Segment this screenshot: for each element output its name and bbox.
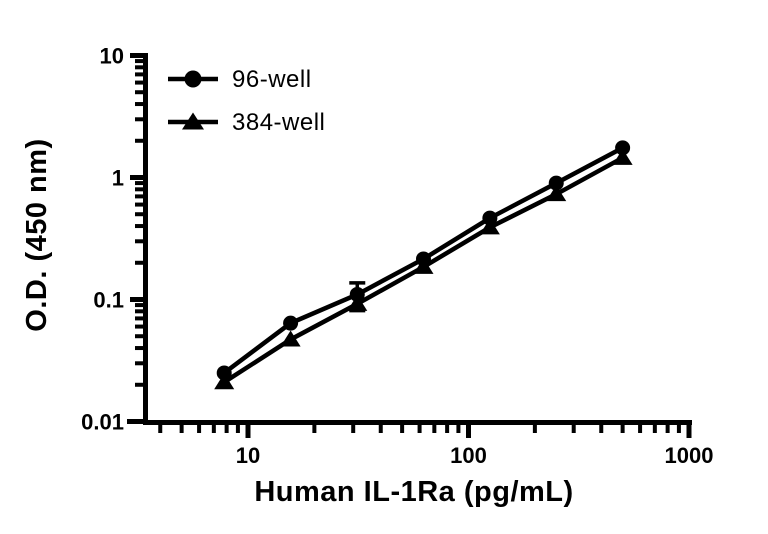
y-minor-tick <box>135 59 143 64</box>
y-tick-label: 10 <box>100 44 124 69</box>
y-minor-tick <box>135 194 143 199</box>
y-minor-tick <box>135 224 143 229</box>
y-tick-label: 0.1 <box>93 288 124 313</box>
x-minor-tick <box>665 425 670 433</box>
x-tick-label: 100 <box>450 443 487 468</box>
y-minor-tick <box>135 187 143 192</box>
x-minor-tick <box>378 425 383 433</box>
data-point-triangle <box>214 373 235 390</box>
y-axis-title: O.D. (450 nm) <box>21 138 53 331</box>
data-point-circle <box>548 175 564 191</box>
x-minor-tick <box>235 425 240 433</box>
y-minor-tick <box>135 202 143 207</box>
data-point-triangle <box>546 185 567 202</box>
y-major-tick <box>127 419 143 424</box>
data-point-triangle <box>612 148 633 165</box>
y-minor-tick <box>135 181 143 186</box>
y-tick-label: 0.01 <box>81 410 124 435</box>
x-minor-tick <box>211 425 216 433</box>
y-minor-tick <box>135 303 143 308</box>
x-minor-tick <box>432 425 437 433</box>
x-minor-tick <box>312 425 317 433</box>
x-axis-spine <box>143 420 692 425</box>
legend-triangle-marker-icon <box>182 112 204 130</box>
x-minor-tick <box>599 425 604 433</box>
data-point-circle <box>216 365 232 381</box>
y-minor-tick <box>135 361 143 366</box>
x-minor-tick <box>652 425 657 433</box>
legend-circle-marker-icon <box>184 70 202 88</box>
y-minor-tick <box>135 65 143 70</box>
y-minor-tick <box>135 334 143 339</box>
legend-item-384-well: 384-well <box>168 109 325 136</box>
legend: 96-well 384-well <box>168 66 325 136</box>
x-minor-tick <box>417 425 422 433</box>
x-minor-tick <box>456 425 461 433</box>
y-minor-tick <box>135 382 143 387</box>
y-minor-tick <box>135 212 143 217</box>
y-minor-tick <box>135 324 143 329</box>
y-minor-tick <box>135 260 143 265</box>
x-minor-tick <box>638 425 643 433</box>
y-axis-spine <box>143 53 148 425</box>
y-major-tick <box>130 297 143 302</box>
x-tick-label: 10 <box>236 443 260 468</box>
data-point-triangle <box>413 257 434 274</box>
x-minor-tick <box>620 425 625 433</box>
y-minor-tick <box>135 309 143 314</box>
y-minor-tick <box>135 102 143 107</box>
data-point-triangle <box>280 330 301 347</box>
x-minor-tick <box>532 425 537 433</box>
x-minor-tick <box>571 425 576 433</box>
legend-label-384-well: 384-well <box>232 109 325 136</box>
data-point-triangle <box>479 218 500 235</box>
data-point-circle <box>283 315 299 331</box>
plot-area: 0.01 0.1 1 10 10 100 1000 <box>81 44 713 469</box>
legend-label-96-well: 96-well <box>232 66 312 93</box>
x-minor-tick <box>676 425 681 433</box>
x-minor-tick <box>351 425 356 433</box>
x-major-tick <box>686 425 692 438</box>
y-minor-tick <box>135 138 143 143</box>
y-major-tick <box>130 53 143 58</box>
y-minor-tick <box>135 239 143 244</box>
y-tick-label: 1 <box>112 166 124 191</box>
y-minor-tick <box>135 346 143 351</box>
data-point-circle <box>615 140 631 156</box>
y-major-tick <box>130 175 143 180</box>
x-minor-tick <box>158 425 163 433</box>
x-axis-title: Human IL-1Ra (pg/mL) <box>254 476 573 508</box>
x-tick-label: 1000 <box>665 443 714 468</box>
data-point-triangle <box>347 294 368 311</box>
y-minor-tick <box>135 72 143 77</box>
y-minor-tick <box>135 80 143 85</box>
x-minor-tick <box>197 425 202 433</box>
x-major-tick <box>245 425 251 438</box>
x-minor-tick <box>400 425 405 433</box>
x-minor-tick <box>445 425 450 433</box>
data-point-circle <box>482 210 498 226</box>
x-major-tick <box>466 425 471 438</box>
x-minor-tick <box>224 425 229 433</box>
legend-item-96-well: 96-well <box>168 66 312 93</box>
y-minor-tick <box>135 117 143 122</box>
data-point-circle <box>349 286 365 302</box>
y-minor-tick <box>135 316 143 321</box>
y-minor-tick <box>135 90 143 95</box>
x-minor-tick <box>179 425 184 433</box>
